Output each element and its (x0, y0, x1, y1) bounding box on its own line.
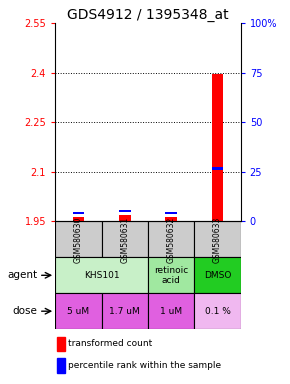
Bar (212, 74, 223, 222)
Text: percentile rank within the sample: percentile rank within the sample (68, 361, 221, 370)
Polygon shape (194, 257, 241, 293)
Text: GSM580632: GSM580632 (166, 216, 176, 263)
Text: GSM580630: GSM580630 (74, 216, 83, 263)
Bar (165, 217, 177, 222)
Text: agent: agent (7, 270, 37, 280)
Text: retinoic
acid: retinoic acid (154, 266, 188, 285)
Polygon shape (55, 257, 148, 293)
Bar (72, 212, 84, 214)
Polygon shape (194, 293, 241, 329)
Polygon shape (194, 222, 241, 257)
Bar (57, 359, 65, 372)
Bar (165, 212, 177, 214)
Polygon shape (148, 257, 194, 293)
Text: 1.7 uM: 1.7 uM (109, 307, 140, 316)
Text: GSM580633: GSM580633 (213, 216, 222, 263)
Text: GSM580631: GSM580631 (120, 216, 129, 263)
Bar (72, 217, 84, 222)
Text: dose: dose (12, 306, 37, 316)
Bar (57, 337, 65, 351)
Text: KHS101: KHS101 (84, 271, 119, 280)
Polygon shape (55, 293, 102, 329)
Polygon shape (148, 293, 194, 329)
Polygon shape (102, 222, 148, 257)
Bar (212, 167, 223, 169)
Text: 1 uM: 1 uM (160, 307, 182, 316)
Bar (119, 210, 130, 212)
Title: GDS4912 / 1395348_at: GDS4912 / 1395348_at (67, 8, 229, 22)
Polygon shape (102, 293, 148, 329)
Text: 0.1 %: 0.1 % (204, 307, 231, 316)
Polygon shape (148, 222, 194, 257)
Text: 5 uM: 5 uM (67, 307, 89, 316)
Text: DMSO: DMSO (204, 271, 231, 280)
Text: transformed count: transformed count (68, 339, 152, 348)
Polygon shape (55, 222, 102, 257)
Bar (119, 215, 130, 222)
